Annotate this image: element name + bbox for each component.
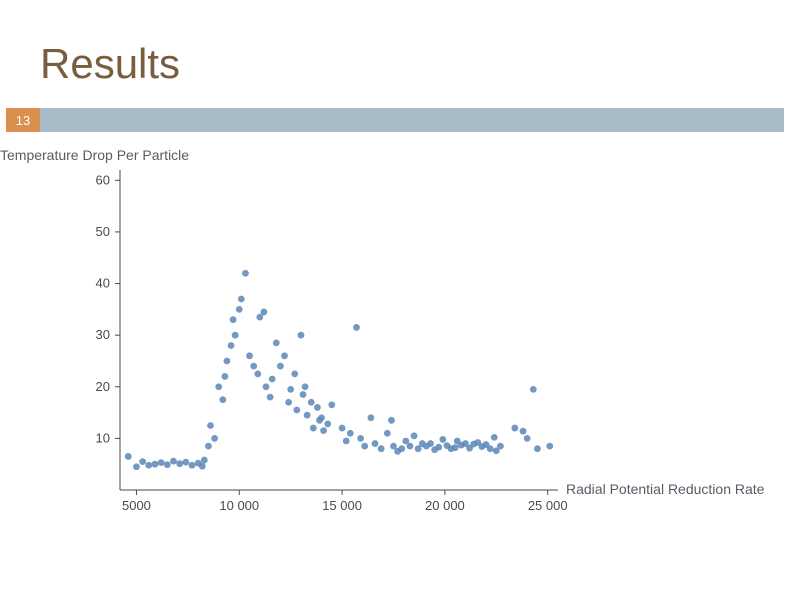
data-point: [384, 430, 391, 437]
data-point: [176, 460, 183, 467]
data-point: [254, 370, 261, 377]
data-point: [199, 463, 206, 470]
data-point: [170, 458, 177, 465]
page-number: 13: [6, 108, 40, 132]
data-point: [339, 425, 346, 432]
data-point: [228, 342, 235, 349]
data-point: [324, 421, 331, 428]
data-point: [520, 428, 527, 435]
data-point: [246, 352, 253, 359]
y-tick-label: 40: [96, 276, 110, 291]
data-point: [224, 358, 231, 365]
data-point: [300, 391, 307, 398]
y-tick-label: 60: [96, 172, 110, 187]
data-point: [205, 443, 212, 450]
data-point: [435, 444, 442, 451]
data-point: [242, 270, 249, 277]
data-point: [189, 462, 196, 469]
data-point: [534, 445, 541, 452]
data-point: [357, 435, 364, 442]
data-point: [201, 457, 208, 464]
data-point: [230, 316, 237, 323]
data-point: [261, 309, 268, 316]
x-tick-label: 15 000: [322, 498, 362, 513]
data-point: [304, 412, 311, 419]
y-tick-label: 50: [96, 224, 110, 239]
data-point: [232, 332, 239, 339]
data-point: [388, 417, 395, 424]
x-tick-label: 10 000: [219, 498, 259, 513]
x-tick-label: 25 000: [528, 498, 568, 513]
data-point: [291, 370, 298, 377]
data-point: [497, 443, 504, 450]
y-axis-label: Temperature Drop Per Particle: [0, 147, 189, 163]
data-point: [158, 459, 165, 466]
data-point: [343, 438, 350, 445]
data-point: [367, 414, 374, 421]
data-point: [353, 324, 360, 331]
data-point: [328, 401, 335, 408]
data-point: [164, 461, 171, 468]
y-tick-label: 10: [96, 430, 110, 445]
data-point: [314, 404, 321, 411]
data-point: [372, 440, 379, 447]
data-point: [145, 462, 152, 469]
data-point: [250, 363, 257, 370]
data-point: [263, 383, 270, 390]
slide: Results 13 10 20 30 40 50 60 5000 10 000 15 000 2…: [0, 0, 794, 595]
data-point: [511, 425, 518, 432]
data-point: [215, 383, 222, 390]
data-point: [133, 463, 140, 470]
data-point: [302, 383, 309, 390]
data-point: [139, 458, 146, 465]
data-point: [407, 443, 414, 450]
data-point: [219, 396, 226, 403]
data-point: [487, 445, 494, 452]
data-point: [524, 435, 531, 442]
data-point: [439, 436, 446, 443]
y-tick-label: 20: [96, 379, 110, 394]
x-tick-label: 20 000: [425, 498, 465, 513]
data-point: [152, 461, 159, 468]
chart-svg: 10 20 30 40 50 60 5000 10 000 15 000 20 000 25 000…: [0, 140, 794, 530]
slide-title: Results: [40, 40, 180, 88]
data-point: [273, 340, 280, 347]
data-point: [236, 306, 243, 313]
data-point: [298, 332, 305, 339]
data-point: [378, 445, 385, 452]
data-point: [221, 373, 228, 380]
x-axis-label: Radial Potential Reduction Rate: [566, 481, 765, 497]
x-tick-label: 5000: [122, 498, 151, 513]
data-point: [238, 296, 245, 303]
data-point: [347, 430, 354, 437]
data-point: [267, 394, 274, 401]
y-tick-label: 30: [96, 327, 110, 342]
data-point: [308, 399, 315, 406]
data-point: [491, 434, 498, 441]
data-point: [293, 407, 300, 414]
data-point: [530, 386, 537, 393]
page-strip: [40, 108, 784, 132]
data-point: [285, 399, 292, 406]
data-point: [207, 422, 214, 429]
data-point: [211, 435, 218, 442]
data-point: [269, 376, 276, 383]
data-point: [427, 440, 434, 447]
data-point: [411, 432, 418, 439]
data-point: [125, 453, 132, 460]
data-point: [452, 444, 459, 451]
data-point: [318, 414, 325, 421]
data-point: [398, 445, 405, 452]
data-point: [277, 363, 284, 370]
data-point: [320, 427, 327, 434]
data-point: [361, 443, 368, 450]
data-point: [182, 459, 189, 466]
data-point: [310, 425, 317, 432]
data-point: [546, 443, 553, 450]
scatter-chart: 10 20 30 40 50 60 5000 10 000 15 000 20 000 25 000…: [0, 140, 794, 530]
data-point: [287, 386, 294, 393]
data-point: [281, 352, 288, 359]
page-bar: 13: [6, 108, 784, 132]
